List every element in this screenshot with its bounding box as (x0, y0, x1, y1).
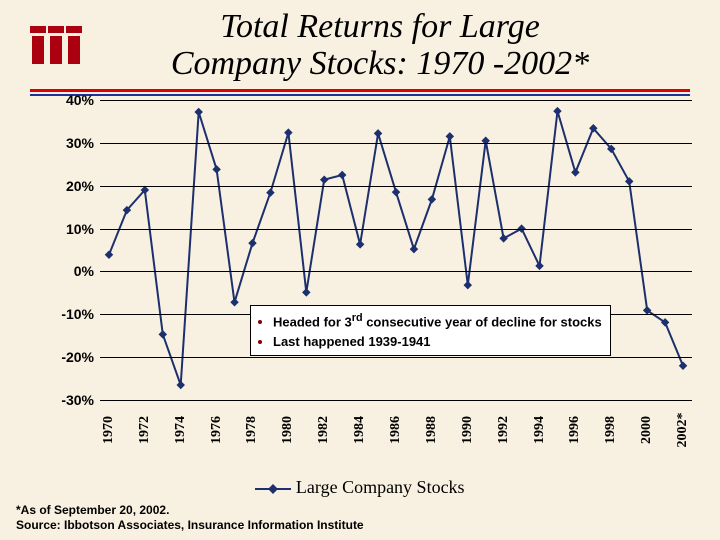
page-title: Total Returns for Large Company Stocks: … (60, 8, 700, 83)
y-axis-label: -30% (52, 392, 94, 408)
annotation-bullet-1: Headed for 3rd consecutive year of decli… (273, 310, 602, 332)
x-axis-label: 1980 (280, 410, 296, 450)
logo-icon (30, 22, 90, 69)
y-axis-label: 40% (52, 92, 94, 108)
x-axis-label: 1990 (460, 410, 476, 450)
footnote: *As of September 20, 2002. Source: Ibbot… (16, 503, 364, 534)
divider-red (30, 89, 690, 92)
annotation-text: Headed for 3 (273, 314, 352, 329)
gridline (100, 186, 692, 187)
divider-blue (30, 94, 690, 96)
y-axis-label: 20% (52, 178, 94, 194)
annotation-sup: rd (352, 312, 363, 324)
x-axis-label: 1998 (603, 410, 619, 450)
footnote-line-2: Source: Ibbotson Associates, Insurance I… (16, 518, 364, 534)
x-axis-label: 1984 (352, 410, 368, 450)
gridline (100, 271, 692, 272)
x-axis-label: 2002* (675, 410, 691, 450)
title-line-2: Company Stocks: 1970 -2002* (171, 45, 589, 82)
x-axis-label: 1988 (424, 410, 440, 450)
legend-label: Large Company Stocks (296, 477, 465, 497)
x-axis-label: 1972 (137, 410, 153, 450)
gridline (100, 229, 692, 230)
y-axis-label: 30% (52, 135, 94, 151)
chart: Headed for 3rd consecutive year of decli… (60, 100, 700, 430)
footnote-line-1: *As of September 20, 2002. (16, 503, 364, 519)
x-axis-label: 1974 (173, 410, 189, 450)
y-axis-label: -10% (52, 306, 94, 322)
x-axis-label: 1992 (496, 410, 512, 450)
annotation-box: Headed for 3rd consecutive year of decli… (250, 305, 611, 356)
gridline (100, 100, 692, 101)
x-axis-label: 1986 (388, 410, 404, 450)
x-axis-label: 2000 (639, 410, 655, 450)
legend-marker-icon (255, 488, 291, 490)
y-axis-label: 10% (52, 221, 94, 237)
annotation-bullet-2: Last happened 1939-1941 (273, 332, 602, 352)
y-axis-label: 0% (52, 263, 94, 279)
x-axis-label: 1978 (244, 410, 260, 450)
x-axis-label: 1970 (101, 410, 117, 450)
x-axis-label: 1994 (532, 410, 548, 450)
x-axis-label: 1996 (567, 410, 583, 450)
x-axis-label: 1976 (209, 410, 225, 450)
header: Total Returns for Large Company Stocks: … (0, 0, 720, 87)
gridline (100, 357, 692, 358)
gridline (100, 143, 692, 144)
x-axis-label: 1982 (316, 410, 332, 450)
y-axis-label: -20% (52, 349, 94, 365)
annotation-text: consecutive year of decline for stocks (363, 314, 602, 329)
legend: Large Company Stocks (0, 477, 720, 498)
title-line-1: Total Returns for Large (220, 8, 540, 45)
